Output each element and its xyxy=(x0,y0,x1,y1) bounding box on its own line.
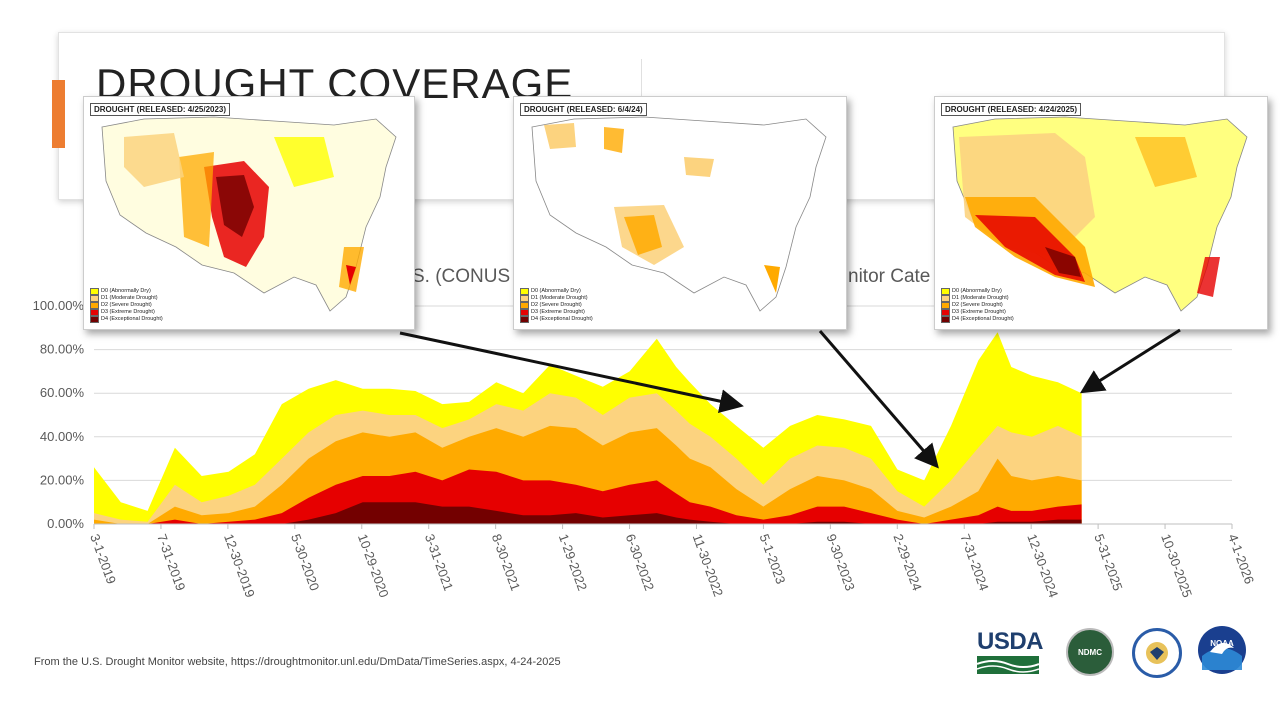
legend-row-d0: D0 (Abnormally Dry) xyxy=(90,288,163,295)
legend-row-d4: D4 (Exceptional Drought) xyxy=(90,316,163,323)
x-tick-label: 5-30-2020 xyxy=(288,532,322,593)
x-tick-label: 3-1-2019 xyxy=(87,532,119,586)
x-tick-label: 10-29-2020 xyxy=(355,532,392,600)
map-legend-2025: D0 (Abnormally Dry) D1 (Moderate Drought… xyxy=(941,288,1014,323)
y-tick-label: 0.00% xyxy=(47,516,84,531)
drought-area-chart: 0.00% 20.00% 40.00% 60.00% 80.00% 100.00% 3-1-… xyxy=(33,298,1257,600)
y-tick-label: 80.00% xyxy=(40,342,85,357)
x-tick-label: 3-31-2021 xyxy=(422,532,456,593)
x-tick-label: 9-30-2023 xyxy=(824,532,858,593)
legend-row-d1: D1 (Moderate Drought) xyxy=(90,295,163,302)
x-tick-label: 4-1-2026 xyxy=(1225,532,1257,586)
eagle-icon xyxy=(1146,642,1168,664)
chart-title-fragment-left: S. (CONUS xyxy=(412,266,511,287)
area-series-d3 xyxy=(94,469,1082,524)
y-tick-label: 100.00% xyxy=(33,298,85,313)
legend-row-d2: D2 (Severe Drought) xyxy=(90,302,163,309)
us-map-2024 xyxy=(531,116,827,312)
accent-bar xyxy=(52,80,65,148)
map-label-2025: DROUGHT (RELEASED: 4/24/2025) xyxy=(941,103,1082,116)
x-tick-label: 6-30-2022 xyxy=(623,532,657,593)
x-tick-label: 8-30-2021 xyxy=(489,532,523,593)
noaa-logo: NOAA xyxy=(1198,626,1246,674)
y-tick-label: 40.00% xyxy=(40,429,85,444)
x-tick-label: 5-31-2025 xyxy=(1091,532,1125,593)
x-tick-label: 10-30-2025 xyxy=(1158,532,1195,600)
commerce-seal-icon xyxy=(1132,628,1182,678)
map-card-2023: DROUGHT (RELEASED: 4/25/2023) D0 (Abnorm… xyxy=(83,96,415,330)
legend-row-d3: D3 (Extreme Drought) xyxy=(90,309,163,316)
x-tick-label: 2-29-2024 xyxy=(890,532,924,593)
map-label-2024: DROUGHT (RELEASED: 6/4/24) xyxy=(520,103,647,116)
source-note: From the U.S. Drought Monitor website, h… xyxy=(34,656,561,668)
usda-logo: USDA xyxy=(977,628,1044,674)
map-card-2025: DROUGHT (RELEASED: 4/24/2025) D0 (Abnorm… xyxy=(934,96,1268,330)
y-tick-label: 20.00% xyxy=(40,472,85,487)
noaa-bird-icon: NOAA xyxy=(1202,639,1242,670)
x-tick-label: 5-1-2023 xyxy=(757,532,789,586)
area-series-d4 xyxy=(94,502,1082,524)
x-tick-label: 11-30-2022 xyxy=(690,532,727,599)
us-map-2023 xyxy=(101,116,397,312)
x-tick-label: 7-31-2019 xyxy=(154,532,188,593)
us-map-2025 xyxy=(952,116,1248,312)
x-tick-label: 12-30-2024 xyxy=(1024,532,1061,600)
ndmc-logo: NDMC xyxy=(1066,628,1114,676)
x-tick-label: 1-29-2022 xyxy=(556,532,590,593)
map-card-2024: DROUGHT (RELEASED: 6/4/24) D0 (Abnormall… xyxy=(513,96,847,330)
chart-title-fragment-right: nitor Cate xyxy=(848,266,931,287)
map-label-2023: DROUGHT (RELEASED: 4/25/2023) xyxy=(90,103,231,116)
svg-text:NOAA: NOAA xyxy=(1210,639,1234,648)
y-tick-label: 60.00% xyxy=(40,385,85,400)
x-tick-label: 7-31-2024 xyxy=(957,532,991,593)
map-legend-2023: D0 (Abnormally Dry) D1 (Moderate Drought… xyxy=(90,288,163,323)
usda-wave-icon xyxy=(977,656,1039,674)
x-tick-label: 12-30-2019 xyxy=(221,532,258,600)
map-legend-2024: D0 (Abnormally Dry) D1 (Moderate Drought… xyxy=(520,288,593,323)
